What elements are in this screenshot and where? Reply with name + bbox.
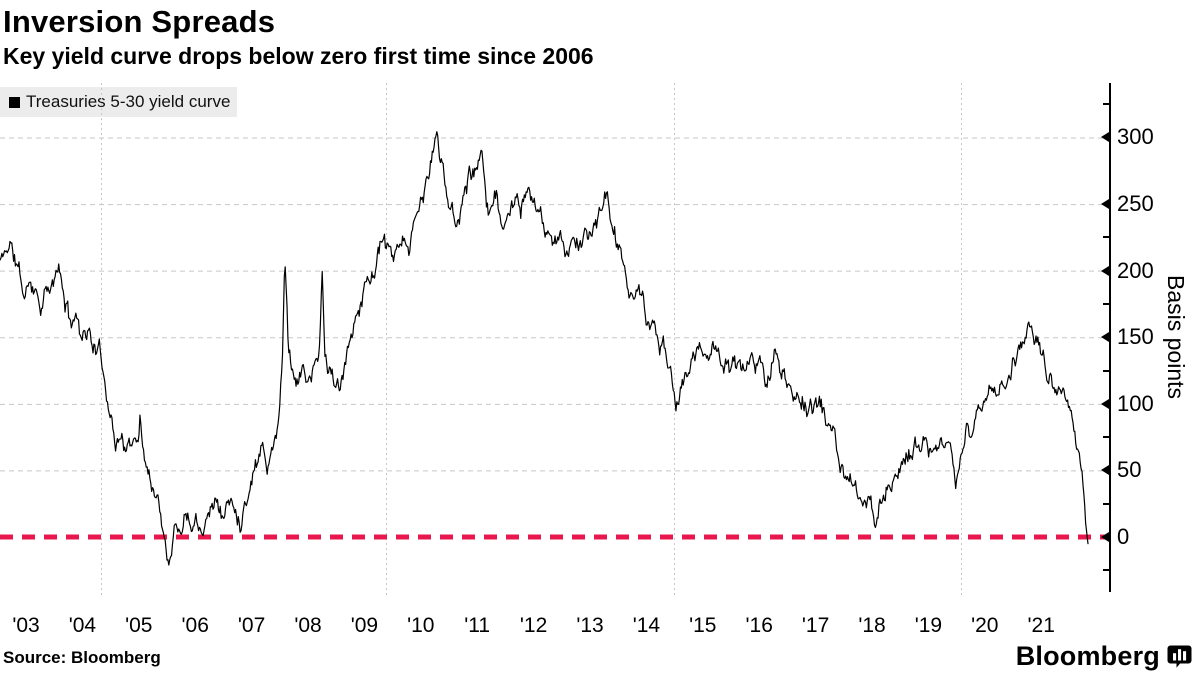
y-tick-label: 100 [1117, 390, 1154, 416]
y-minor-tick [1103, 236, 1109, 239]
x-tick-label: '06 [181, 614, 209, 637]
y-tick-label: 300 [1117, 124, 1154, 150]
y-major-tick-icon [1101, 199, 1109, 210]
y-major-tick-icon [1101, 465, 1109, 476]
chart-subtitle: Key yield curve drops below zero first t… [3, 43, 594, 69]
x-tick-label: '10 [407, 614, 435, 637]
x-tick-label: '07 [237, 614, 266, 637]
y-minor-tick [1103, 436, 1109, 439]
x-tick-label: '12 [519, 614, 548, 637]
y-tick-label: 250 [1117, 191, 1154, 217]
bloomberg-wordmark: Bloomberg [1016, 641, 1192, 672]
x-tick-label: '05 [125, 614, 153, 637]
plot-area [0, 83, 1110, 598]
x-tick-label: '16 [745, 614, 773, 637]
y-minor-tick [1103, 569, 1109, 572]
x-tick-label: '17 [801, 614, 830, 637]
x-tick-label: '21 [1027, 614, 1055, 637]
yield-curve-canvas [0, 83, 1110, 598]
y-minor-tick [1103, 103, 1109, 106]
x-tick-label: '03 [12, 614, 40, 637]
bloomberg-wordmark-text: Bloomberg [1015, 641, 1160, 671]
x-tick-label: '09 [350, 614, 379, 637]
y-tick-label: 0 [1117, 524, 1130, 549]
x-tick-label: '18 [858, 614, 886, 637]
source-text: Source: Bloomberg [3, 648, 161, 667]
x-tick-label: '13 [576, 614, 604, 637]
x-tick-label: '15 [689, 614, 717, 637]
y-tick-label: 150 [1117, 324, 1154, 350]
y-major-tick-icon [1101, 265, 1109, 276]
x-tick-label: '20 [971, 614, 999, 637]
y-major-tick-icon [1101, 532, 1109, 542]
y-tick-label: 200 [1117, 257, 1154, 283]
x-tick-label: '11 [464, 614, 491, 637]
y-minor-tick [1103, 369, 1109, 372]
y-axis-line [1109, 83, 1111, 592]
chart-title: Inversion Spreads [3, 4, 276, 39]
y-major-tick-icon [1101, 132, 1109, 143]
y-major-tick-icon [1101, 332, 1109, 343]
x-tick-label: '14 [632, 614, 661, 637]
y-minor-tick [1103, 302, 1109, 305]
y-axis-title: Basis points [1163, 274, 1189, 400]
bloomberg-logo-icon [1167, 645, 1192, 668]
y-tick-label: 50 [1117, 457, 1142, 483]
x-tick-label: '19 [914, 614, 943, 637]
x-tick-label: '04 [68, 614, 97, 637]
x-tick-label: '08 [294, 614, 322, 637]
y-major-tick-icon [1101, 398, 1109, 409]
y-minor-tick [1103, 502, 1109, 505]
